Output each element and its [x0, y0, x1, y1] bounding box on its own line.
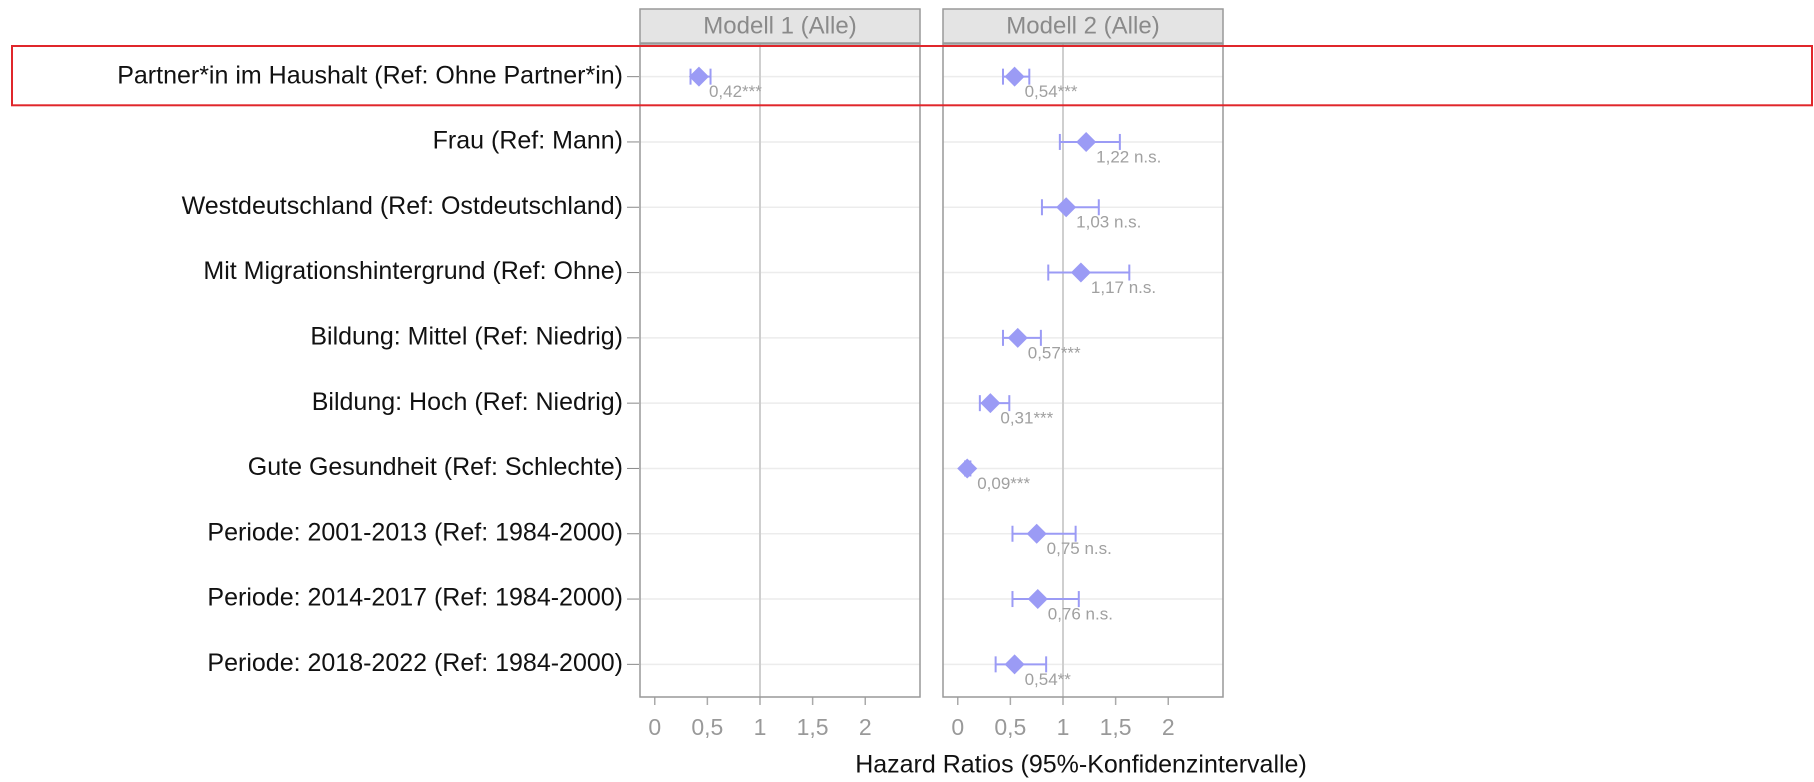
data-label: 0,75 n.s. [1047, 539, 1112, 558]
x-tick-label: 0,5 [691, 714, 723, 740]
y-tick-label: Mit Migrationshintergrund (Ref: Ohne) [203, 257, 623, 285]
data-label: 0,54*** [1025, 82, 1078, 101]
y-tick-label: Bildung: Mittel (Ref: Niedrig) [310, 322, 623, 350]
facet-strip [942, 8, 1224, 44]
data-label: 0,57*** [1028, 343, 1081, 362]
x-tick-label: 1,5 [797, 714, 829, 740]
y-tick-label: Bildung: Hoch (Ref: Niedrig) [312, 388, 623, 416]
data-label: 1,03 n.s. [1076, 213, 1141, 232]
point [1056, 197, 1077, 218]
highlight-box [11, 45, 1813, 107]
data-label: 1,17 n.s. [1091, 278, 1156, 297]
x-tick-label: 0 [951, 714, 964, 740]
panel-border [639, 43, 921, 698]
x-tick-label: 2 [859, 714, 872, 740]
point [688, 66, 709, 87]
point [1076, 131, 1097, 152]
data-label: 0,54** [1025, 670, 1072, 689]
y-tick-label: Westdeutschland (Ref: Ostdeutschland) [182, 192, 623, 220]
point [1004, 654, 1025, 675]
facet-label: Modell 1 (Alle) [703, 12, 856, 39]
data-label: 0,09*** [977, 474, 1030, 493]
data-label: 0,42*** [709, 82, 762, 101]
x-axis-label: Hazard Ratios (95%-Konfidenzintervalle) [855, 751, 1307, 779]
x-tick-label: 0 [648, 714, 661, 740]
point [1007, 327, 1028, 348]
x-tick-label: 1,5 [1100, 714, 1132, 740]
x-tick-label: 2 [1162, 714, 1175, 740]
data-label: 1,22 n.s. [1096, 147, 1161, 166]
facet-label: Modell 2 (Alle) [1006, 12, 1159, 39]
y-tick-label: Periode: 2014-2017 (Ref: 1984-2000) [207, 584, 623, 612]
y-tick-label: Gute Gesundheit (Ref: Schlechte) [248, 453, 623, 481]
x-tick-label: 0,5 [994, 714, 1026, 740]
point [1026, 523, 1047, 544]
x-tick-label: 1 [1057, 714, 1070, 740]
data-label: 0,31*** [1000, 409, 1053, 428]
point [1004, 66, 1025, 87]
point [980, 393, 1001, 414]
y-tick-label: Periode: 2018-2022 (Ref: 1984-2000) [207, 649, 623, 677]
y-tick-label: Periode: 2001-2013 (Ref: 1984-2000) [207, 518, 623, 546]
x-tick-label: 1 [754, 714, 767, 740]
data-label: 0,76 n.s. [1048, 605, 1113, 624]
point [957, 458, 978, 479]
facet-strip [639, 8, 921, 44]
point [1070, 262, 1091, 283]
y-tick-label: Frau (Ref: Mann) [433, 127, 623, 155]
y-tick-label: Partner*in im Haushalt (Ref: Ohne Partne… [117, 61, 623, 89]
point [1027, 589, 1048, 610]
panel-border [942, 43, 1224, 698]
